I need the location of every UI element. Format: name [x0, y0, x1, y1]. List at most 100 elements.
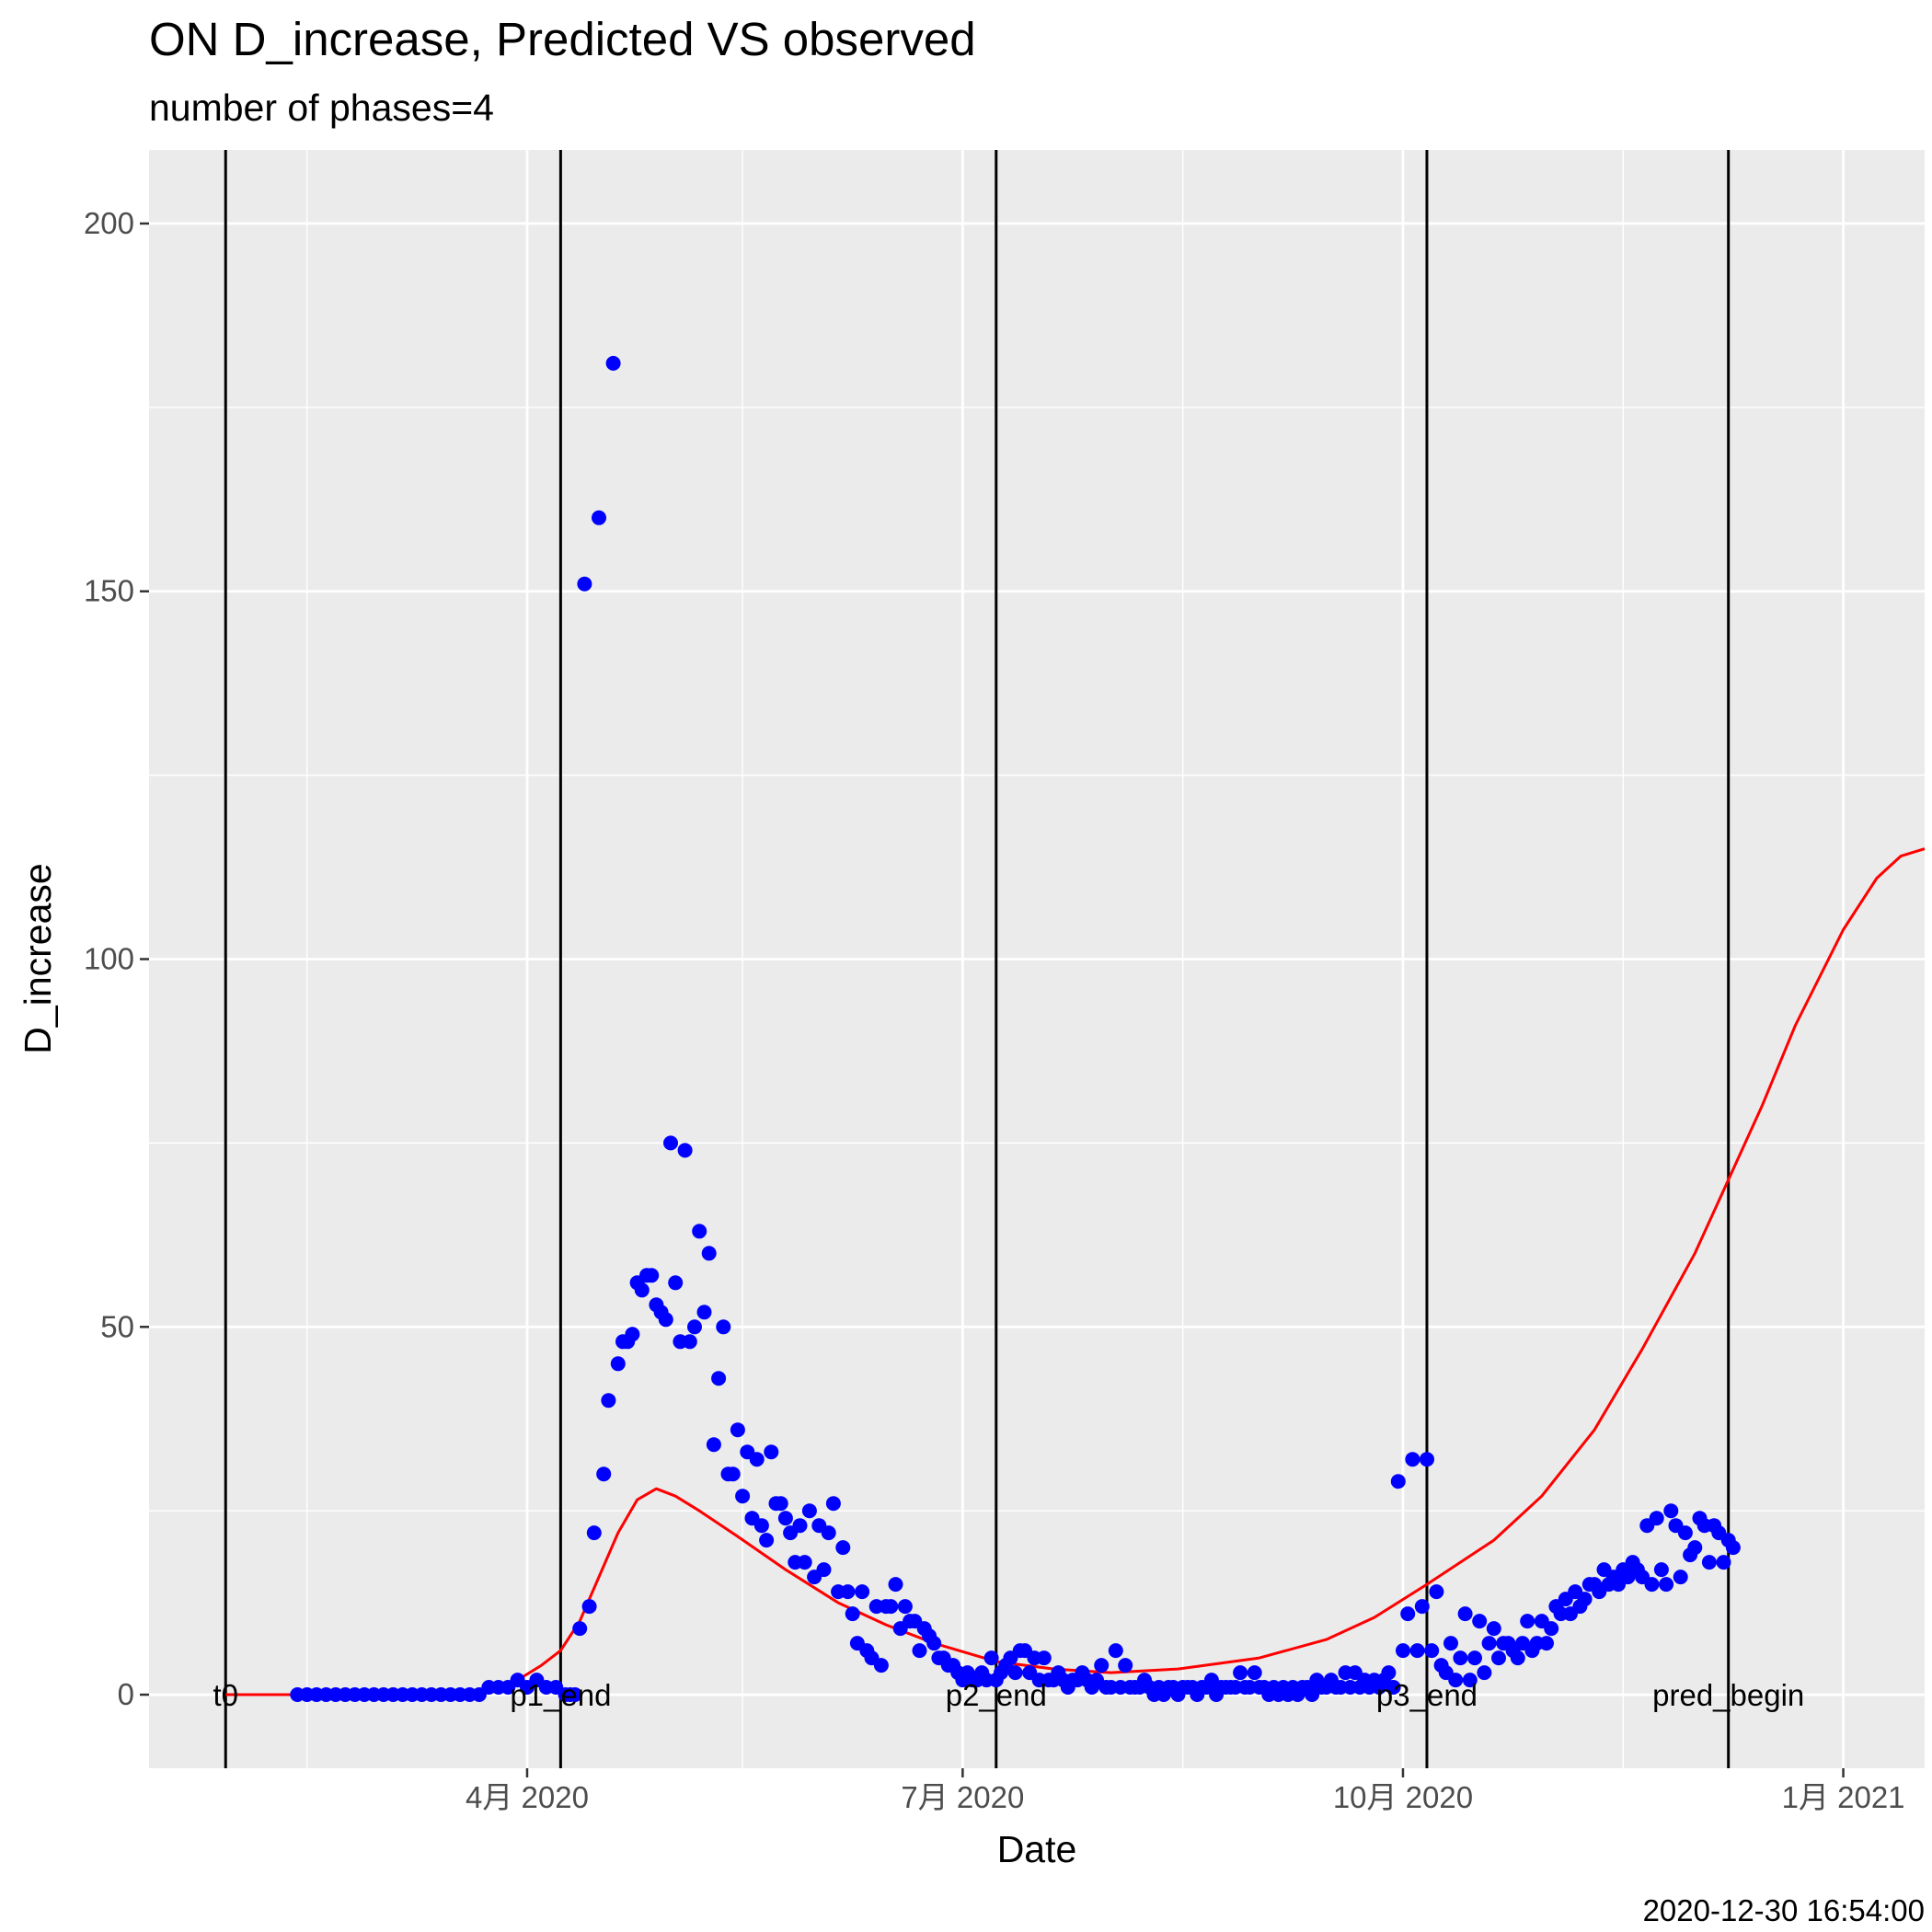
phase-label-p2-end: p2_end [946, 1678, 1047, 1712]
observed-point [926, 1636, 942, 1651]
observed-point [1036, 1650, 1052, 1666]
observed-point [1472, 1614, 1488, 1629]
observed-point [601, 1393, 616, 1409]
observed-point [1414, 1599, 1430, 1615]
phase-label-t0: t0 [213, 1678, 238, 1712]
observed-point [1381, 1665, 1397, 1681]
observed-point [1687, 1540, 1703, 1556]
observed-point [610, 1356, 626, 1372]
x-axis-title: Date [997, 1828, 1077, 1870]
axes: 0 50 100 150 200 4月 2020 7月 2020 10月 2020 1月 202… [84, 206, 1905, 1814]
chart-subtitle: number of phases=4 [149, 86, 494, 129]
observed-point [1725, 1540, 1741, 1556]
observed-point [773, 1496, 788, 1512]
observed-point [801, 1503, 817, 1519]
observed-point [668, 1275, 684, 1291]
observed-point [592, 510, 606, 525]
observed-point [1659, 1577, 1674, 1593]
y-tick-label: 150 [84, 574, 134, 608]
observed-point [1386, 1680, 1401, 1695]
observed-point [912, 1643, 927, 1659]
phase-labels: t0 p1_end p2_end p3_end pred_begin [213, 1678, 1804, 1712]
observed-point [1247, 1665, 1262, 1681]
observed-point [581, 1599, 597, 1615]
x-tick-label: 7月 2020 [901, 1780, 1024, 1814]
observed-point [572, 1621, 588, 1637]
observed-point [596, 1466, 612, 1482]
observed-point [1677, 1525, 1693, 1541]
observed-point [687, 1319, 702, 1335]
y-axis-title: D_increase [17, 863, 59, 1053]
observed-point [840, 1584, 856, 1600]
observed-point [1477, 1665, 1492, 1681]
y-tick-label: 50 [100, 1309, 134, 1343]
observed-point [1520, 1614, 1535, 1629]
observed-point [605, 355, 621, 371]
phase-lines [224, 150, 1731, 1768]
observed-point [1007, 1665, 1023, 1681]
predicted-series [225, 847, 1926, 1696]
observed-point [797, 1555, 812, 1570]
observed-point [1649, 1511, 1664, 1526]
phase-label-p1-end: p1_end [510, 1678, 611, 1712]
timestamp-caption: 2020-12-30 16:54:00 [1643, 1893, 1925, 1927]
observed-point [1510, 1650, 1525, 1666]
observed-point [1644, 1577, 1660, 1593]
observed-point [1462, 1673, 1478, 1688]
observed-point [897, 1599, 913, 1615]
observed-point [1233, 1665, 1248, 1681]
observed-point [568, 1687, 582, 1702]
observed-point [1457, 1606, 1473, 1622]
observed-point [1429, 1584, 1444, 1600]
observed-point [888, 1577, 903, 1593]
observed-point [658, 1312, 673, 1328]
observed-point [682, 1334, 697, 1350]
observed-point [845, 1606, 860, 1622]
observed-point [1716, 1555, 1731, 1570]
observed-point [634, 1282, 650, 1298]
phase-label-p3-end: p3_end [1376, 1678, 1478, 1712]
chart-title: ON D_increase, Predicted VS observed [149, 13, 976, 65]
observed-point [1481, 1636, 1497, 1651]
observed-point [725, 1466, 741, 1482]
observed-point [1396, 1643, 1410, 1659]
observed-point [1409, 1643, 1425, 1659]
observed-point [1400, 1606, 1416, 1622]
observed-point [1453, 1650, 1468, 1666]
x-tick-label: 1月 2021 [1782, 1780, 1905, 1814]
observed-point [1544, 1621, 1559, 1637]
observed-point [1443, 1636, 1458, 1651]
observed-point [753, 1518, 769, 1534]
observed-point [716, 1319, 731, 1335]
observed-point [1424, 1643, 1440, 1659]
observed-point [586, 1525, 602, 1541]
observed-point [1448, 1673, 1464, 1688]
observed-point [735, 1489, 751, 1504]
observed-point [730, 1422, 745, 1438]
observed-point [644, 1268, 660, 1283]
observed-point [663, 1135, 678, 1151]
x-tick-label: 10月 2020 [1333, 1780, 1473, 1814]
observed-point [816, 1562, 832, 1578]
observed-point [1673, 1570, 1688, 1585]
observed-point [1390, 1474, 1406, 1489]
observed-point [1577, 1592, 1593, 1607]
observed-point [873, 1658, 889, 1673]
observed-point [711, 1371, 727, 1386]
observed-point [983, 1650, 999, 1666]
observed-point [835, 1540, 851, 1556]
observed-point [1486, 1621, 1501, 1637]
y-tick-label: 100 [84, 942, 134, 976]
y-tick-label: 200 [84, 206, 134, 240]
observed-point [1539, 1636, 1554, 1651]
observed-point [1118, 1658, 1133, 1673]
observed-point [677, 1143, 693, 1158]
observed-point [759, 1533, 775, 1548]
observed-point [577, 576, 592, 592]
observed-point [1108, 1643, 1123, 1659]
observed-points [290, 355, 1741, 1702]
observed-point [883, 1599, 899, 1615]
observed-point [696, 1305, 712, 1320]
observed-point [701, 1246, 717, 1261]
